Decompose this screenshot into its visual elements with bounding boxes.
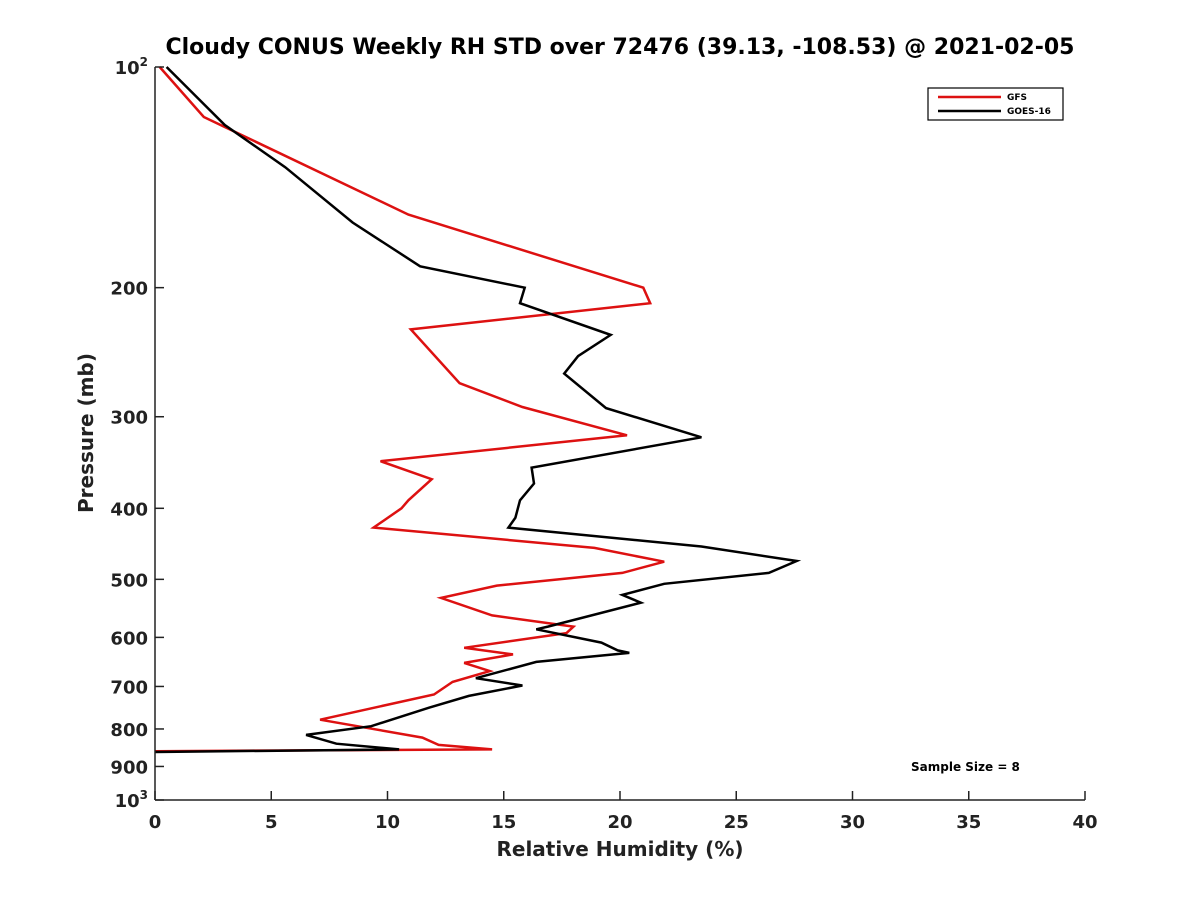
x-tick-label: 40	[1072, 812, 1097, 833]
chart-title: Cloudy CONUS Weekly RH STD over 72476 (3…	[166, 35, 1075, 60]
y-tick-label: 800	[110, 720, 148, 741]
sample-size-annotation: Sample Size = 8	[911, 760, 1020, 774]
y-ticks: 102 200 300 400 500 600 700 800 900 103	[110, 55, 164, 812]
legend-label-goes16: GOES-16	[1007, 107, 1051, 117]
legend-box	[927, 87, 1064, 121]
y-tick-label: 700	[110, 677, 148, 698]
y-tick-label: 400	[110, 499, 148, 520]
series-layer	[154, 66, 802, 754]
x-tick-label: 30	[840, 812, 865, 833]
y-tick-label: 103	[115, 788, 148, 812]
y-tick-label: 500	[110, 570, 148, 591]
series-line-gfs	[154, 66, 665, 753]
x-tick-label: 10	[375, 812, 400, 833]
y-tick-label: 900	[110, 757, 148, 778]
legend: GFS GOES-16	[927, 87, 1064, 121]
x-tick-label: 25	[724, 812, 749, 833]
series-line-goes16	[154, 66, 802, 754]
x-ticks: 0 5 10 15 20 25 30 35 40	[149, 791, 1098, 833]
legend-label-gfs: GFS	[1007, 93, 1027, 103]
x-tick-label: 5	[265, 812, 278, 833]
y-axis-label: Pressure (mb)	[74, 353, 98, 513]
y-tick-label: 200	[110, 279, 148, 300]
y-tick-label: 600	[110, 628, 148, 649]
x-tick-label: 20	[607, 812, 632, 833]
x-axis-label: Relative Humidity (%)	[496, 837, 743, 861]
x-tick-label: 15	[491, 812, 516, 833]
y-tick-label: 300	[110, 408, 148, 429]
y-tick-label: 102	[115, 55, 148, 79]
x-tick-label: 35	[956, 812, 981, 833]
x-tick-label: 0	[149, 812, 162, 833]
